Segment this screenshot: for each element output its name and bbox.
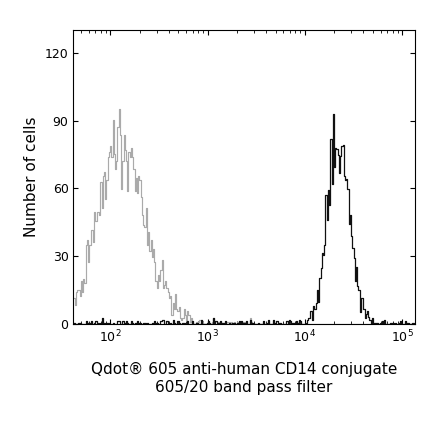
X-axis label: Qdot® 605 anti-human CD14 conjugate
605/20 band pass filter: Qdot® 605 anti-human CD14 conjugate 605/… (91, 362, 397, 394)
Y-axis label: Number of cells: Number of cells (24, 117, 39, 237)
